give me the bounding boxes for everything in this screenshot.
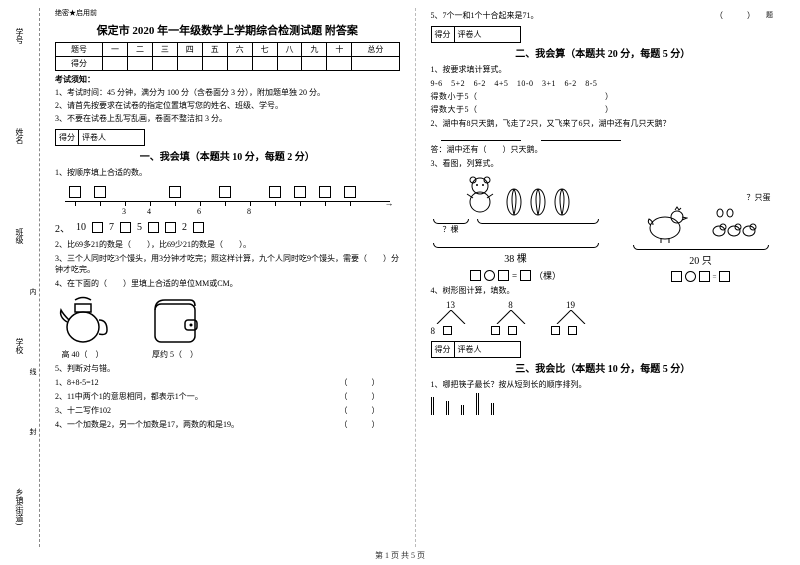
total-label: 20 只	[631, 252, 771, 267]
cabbage-icon	[553, 177, 571, 217]
th: 四	[177, 43, 202, 57]
chopsticks-row	[431, 393, 776, 415]
score-mark-box: 得分 评卷人	[431, 26, 521, 43]
calc-line: 9-6 5+2 6-2 4+5 10-0 3+1 6-2 8-5	[431, 78, 776, 89]
question: 3、看图，列算式。	[431, 158, 776, 169]
teapot-icon	[55, 292, 110, 347]
subq: 5、7个一和1个十合起来是71。	[431, 10, 539, 21]
marker-label: 评卷人	[455, 27, 485, 42]
blank-paren: （ ）	[340, 405, 380, 416]
score-mark-box: 得分 评卷人	[431, 341, 521, 358]
th: 六	[227, 43, 252, 57]
section-title: 三、我会比（本题共 10 分，每题 5 分）	[431, 360, 776, 375]
th: 题号	[56, 43, 103, 57]
right-column: 题 5、7个一和1个十合起来是71。 （ ） 得分 评卷人 二、我会算（本题共 …	[415, 8, 791, 547]
cut-char: 内	[28, 288, 38, 295]
question: 1、按要求填计算式。	[431, 64, 776, 75]
th: 总分	[352, 43, 399, 57]
binding-margin: 学号 姓名 班级 学校 乡镇(街道) 内 线 封	[10, 8, 40, 547]
th: 八	[277, 43, 302, 57]
answer-line: 答：湖中还有（ ）只天鹅。	[431, 144, 776, 155]
notice-item: 3、不要在试卷上乱写乱画，卷面不整洁扣 3 分。	[55, 113, 400, 124]
question: 1、哪把筷子最长？按从短到长的顺序排列。	[431, 379, 776, 390]
score-mark-box: 得分 评卷人	[55, 129, 145, 146]
score-table: 题号 一 二 三 四 五 六 七 八 九 十 总分 得分	[55, 42, 400, 71]
th: 一	[103, 43, 128, 57]
caption: 厚约 5（ ）	[150, 349, 200, 360]
total-label: 38 棵	[431, 250, 601, 265]
section-title: 一、我会填（本题共 10 分，每题 2 分）	[55, 148, 400, 163]
hen-icon	[643, 203, 688, 243]
blank-paren: （ ）	[340, 377, 380, 388]
notice-item: 1、考试时间：45 分钟，满分为 100 分（含卷面分 3 分），附加题单独 2…	[55, 87, 400, 98]
subq: 2、11中两个1的意思相同，都表示1个一。	[55, 391, 203, 402]
cut-char: 线	[28, 368, 38, 375]
q-label: ？只蛋	[631, 192, 771, 203]
question: 2、湖中有8只天鹅，飞走了2只，又飞来了6只，湖中还有几只天鹅？	[431, 118, 776, 129]
cut-char: 封	[28, 428, 38, 435]
question: 3、三个人同时吃3个馒头，用3分钟才吃完；照这样计算，九个人同时吃9个馒头，需要…	[55, 253, 400, 275]
table-row: 得分	[56, 57, 400, 71]
exam-title: 保定市 2020 年一年级数学上学期综合检测试题 附答案	[55, 22, 400, 38]
score-label: 得分	[56, 130, 79, 145]
table-row: 题号 一 二 三 四 五 六 七 八 九 十 总分	[56, 43, 400, 57]
cabbage-icon	[505, 177, 523, 217]
left-column: 绝密★启用前 保定市 2020 年一年级数学上学期综合检测试题 附答案 题号 一…	[40, 8, 415, 547]
notice-block: 考试须知： 1、考试时间：45 分钟，满分为 100 分（含卷面分 3 分），附…	[55, 74, 400, 124]
blank-paren: （ ）	[340, 419, 380, 430]
score-label: 得分	[432, 342, 455, 357]
blank-paren: （ ）	[715, 10, 755, 21]
cabbage-icon	[529, 177, 547, 217]
page-footer: 第 1 页 共 5 页	[0, 550, 800, 561]
marker-label: 评卷人	[79, 130, 109, 145]
question: 1、按顺序填上合适的数。	[55, 167, 400, 178]
top-label: 题	[766, 10, 775, 20]
bear-icon	[461, 172, 499, 217]
marker-label: 评卷人	[455, 342, 485, 357]
caption: 高 40（ ）	[55, 349, 110, 360]
subq: 3、十二写作102	[55, 405, 111, 416]
sequence-row: 2、 10 7 5 2	[55, 220, 400, 235]
tree-diagrams: 13 8 8 19	[431, 300, 776, 336]
number-line: → 3 4 6 8	[55, 181, 400, 216]
notice-item: 2、请首先按要求在试卷的指定位置填写您的姓名、班级、学号。	[55, 100, 400, 111]
margin-label: 学号	[14, 28, 25, 44]
secret-label: 绝密★启用前	[55, 8, 400, 18]
td: 得分	[56, 57, 103, 71]
section-title: 二、我会算（本题共 20 分，每题 5 分）	[431, 45, 776, 60]
score-label: 得分	[432, 27, 455, 42]
th: 七	[252, 43, 277, 57]
th: 十	[327, 43, 352, 57]
subq: 4、一个加数是2，另一个加数是17，两数的和是19。	[55, 419, 239, 430]
subq: 1、8+8-5=12	[55, 377, 99, 388]
margin-label: 姓名	[14, 128, 25, 144]
calc-line: 得数小于5（ ）	[431, 91, 776, 102]
blank-paren: （ ）	[340, 391, 380, 402]
calc-line: 得数大于5（ ）	[431, 104, 776, 115]
expression: =（棵）	[431, 269, 601, 282]
picture-row: 高 40（ ） 厚约 5（ ）	[55, 292, 400, 360]
question: 5、判断对与错。	[55, 363, 400, 374]
chicks-icon	[708, 208, 758, 243]
expression: =	[631, 271, 771, 282]
margin-label: 乡镇(街道)	[14, 488, 25, 525]
th: 二	[128, 43, 153, 57]
th: 三	[152, 43, 177, 57]
notice-head: 考试须知：	[55, 74, 400, 85]
picture-problems: ？棵 38 棵 =（棵） ？只蛋	[431, 172, 776, 282]
margin-label: 学校	[14, 338, 25, 354]
th: 五	[202, 43, 227, 57]
question: 4、树形图计算，填数。	[431, 285, 776, 296]
wallet-icon	[150, 292, 200, 347]
margin-label: 班级	[14, 228, 25, 244]
question: 2、比69多21的数是（ ），比69少21的数是（ ）。	[55, 239, 400, 250]
th: 九	[302, 43, 327, 57]
question: 4、在下面的（ ）里填上合适的单位MM或CM。	[55, 278, 400, 289]
